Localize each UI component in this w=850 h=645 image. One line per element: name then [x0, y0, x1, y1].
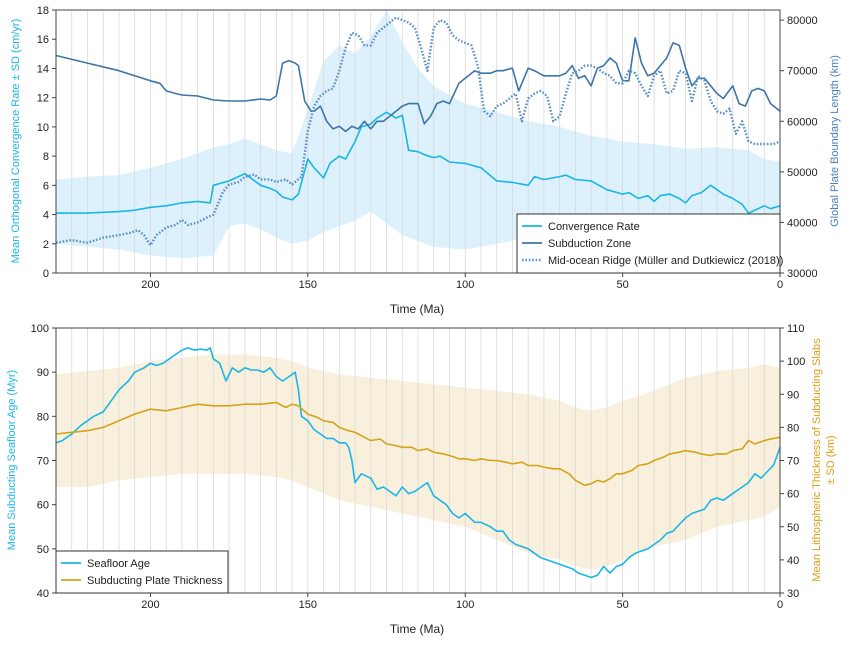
- bottom-x-tick-label: 50: [616, 599, 628, 611]
- bottom-x-tick-label: 0: [777, 599, 783, 611]
- bottom-left-tick-label: 40: [37, 588, 49, 600]
- top-right-tick-label: 80000: [787, 15, 818, 27]
- bottom-right-tick-label: 60: [787, 489, 799, 501]
- top-legend: Convergence Rate Subduction Zone Mid-ocean…: [516, 213, 783, 274]
- bottom-x-tick-label: 100: [456, 599, 474, 611]
- top-left-y-axis-label: Mean Orthogonal Convergence Rate ± SD (c…: [10, 19, 22, 263]
- bottom-right-tick-label: 70: [787, 456, 799, 468]
- bottom-series-1: [55, 401, 781, 487]
- top-left-tick-label: 6: [43, 180, 49, 192]
- top-x-tick-label: 200: [141, 279, 159, 291]
- top-x-tick-label: 50: [616, 279, 628, 291]
- bottom-legend-label-0: Seafloor Age: [87, 558, 150, 570]
- top-left-tick-label: 4: [43, 210, 49, 222]
- bottom-left-y-axis-label: Mean Subducting Seafloor Age (Myr): [6, 370, 18, 550]
- bottom-left-tick-label: 60: [37, 500, 49, 512]
- bottom-plot-area: 200 150 100 50 0 40 50 60 70 80 90 100 30 40 50 60 70 80 9…: [31, 323, 806, 611]
- top-x-tick-label: 100: [456, 279, 474, 291]
- bottom-right-tick-label: 110: [787, 323, 805, 335]
- bottom-x-tick-label: 200: [141, 599, 159, 611]
- bottom-right-tick-label: 80: [787, 422, 799, 434]
- top-left-tick-label: 8: [43, 151, 49, 163]
- bottom-right-tick-label: 30: [787, 588, 799, 600]
- bottom-legend-box: [55, 550, 229, 594]
- bottom-right-y-axis-label: Mean Lithospheric Thickness of Subductin…: [811, 338, 837, 582]
- top-x-tick-label: 0: [777, 279, 783, 291]
- bottom-right-tick-label: 50: [787, 522, 799, 534]
- top-right-tick-label: 50000: [787, 167, 818, 179]
- bottom-right-tick-label: 100: [787, 356, 805, 368]
- top-left-tick-label: 10: [37, 122, 49, 134]
- top-left-tick-label: 14: [37, 63, 49, 75]
- bottom-left-tick-label: 80: [37, 411, 49, 423]
- top-right-tick-label: 60000: [787, 116, 818, 128]
- bottom-right-tick-label: 40: [787, 555, 799, 567]
- top-left-tick-label: 0: [43, 268, 49, 280]
- bottom-x-tick-label: 150: [299, 599, 317, 611]
- top-series-2: [55, 16, 781, 247]
- top-right-tick-label: 30000: [787, 268, 818, 280]
- top-left-tick-label: 16: [37, 34, 49, 46]
- bottom-x-axis-label: Time (Ma): [390, 622, 444, 636]
- bottom-right-tick-label: 90: [787, 389, 799, 401]
- top-x-axis-label: Time (Ma): [390, 302, 444, 316]
- bottom-left-tick-label: 70: [37, 456, 49, 468]
- top-legend-label-0: Convergence Rate: [548, 221, 640, 233]
- bottom-legend-label-1: Subducting Plate Thickness: [87, 575, 223, 587]
- bottom-left-tick-label: 100: [31, 323, 49, 335]
- bottom-left-tick-label: 50: [37, 544, 49, 556]
- bottom-legend: Seafloor Age Subducting Plate Thickness: [55, 550, 229, 594]
- top-plot-frame: [55, 9, 781, 274]
- top-right-tick-label: 70000: [787, 66, 818, 78]
- top-series-1: [55, 37, 781, 133]
- top-legend-box: [516, 213, 781, 274]
- bottom-left-tick-label: 90: [37, 367, 49, 379]
- top-legend-label-1: Subduction Zone: [548, 238, 631, 250]
- top-right-y-axis-label: Global Plate Boundary Length (km): [829, 55, 841, 227]
- top-right-tick-label: 40000: [787, 217, 818, 229]
- top-left-tick-label: 18: [37, 5, 49, 17]
- top-left-tick-label: 2: [43, 239, 49, 251]
- top-series-0: [56, 111, 781, 214]
- top-legend-label-2: Mid-ocean Ridge (Müller and Dutkiewicz (…: [548, 255, 783, 267]
- top-left-tick-label: 12: [37, 93, 49, 105]
- top-x-tick-label: 150: [299, 279, 317, 291]
- bottom-series-0: [55, 347, 781, 579]
